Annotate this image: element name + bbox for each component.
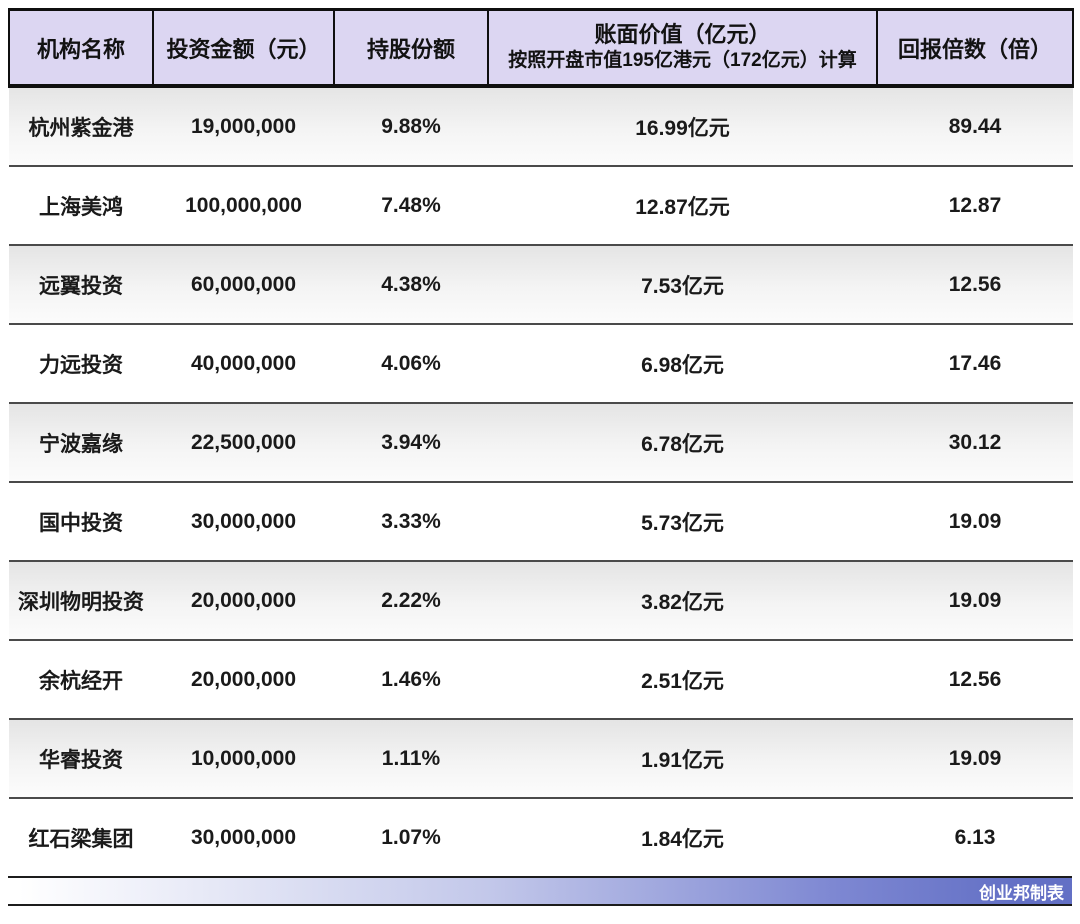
cell-share: 4.06% [334, 324, 488, 404]
header-row: 机构名称 投资金额（元） 持股份额 账面价值（亿元） 按照开盘市值195亿港元（… [8, 8, 1074, 88]
table-row: 国中投资 30,000,000 3.33% 5.73亿元 19.09 [9, 482, 1073, 562]
table-row: 深圳物明投资 20,000,000 2.22% 3.82亿元 19.09 [9, 561, 1073, 641]
cell-share: 1.46% [334, 640, 488, 720]
cell-institution: 国中投资 [9, 482, 153, 562]
cell-share: 1.11% [334, 719, 488, 799]
cell-return-multiple: 19.09 [877, 561, 1073, 641]
cell-investment: 100,000,000 [153, 166, 334, 246]
cell-return-multiple: 89.44 [877, 86, 1073, 167]
cell-share: 3.94% [334, 403, 488, 483]
table-row: 宁波嘉缘 22,500,000 3.94% 6.78亿元 30.12 [9, 403, 1073, 483]
cell-investment: 30,000,000 [190, 825, 297, 849]
cell-return-multiple: 17.46 [877, 324, 1073, 404]
table-row: 上海美鸿 100,000,000 7.48% 12.87亿元 12.87 [9, 166, 1073, 246]
table-row: 余杭经开 20,000,000 1.46% 2.51亿元 12.56 [9, 640, 1073, 720]
col-header-book-value: 账面价值（亿元） 按照开盘市值195亿港元（172亿元）计算 [487, 8, 877, 88]
cell-institution: 余杭经开 [9, 640, 153, 720]
cell-return-multiple: 19.09 [877, 482, 1073, 562]
cell-book-value: 16.99亿元 [488, 86, 877, 167]
table-body: 杭州紫金港 19,000,000 9.88% 16.99亿元 89.44 上海美… [9, 86, 1073, 876]
cell-investment: 22,500,000 [153, 403, 334, 483]
cell-investment: 60,000,000 [153, 245, 334, 325]
cell-institution: 红石梁集团 [28, 827, 134, 851]
cell-return-multiple: 12.87 [877, 166, 1073, 246]
table-row: 杭州紫金港 19,000,000 9.88% 16.99亿元 89.44 [9, 86, 1073, 167]
cell-institution: 华睿投资 [9, 719, 153, 799]
table-row: 华睿投资 10,000,000 1.11% 1.91亿元 19.09 [9, 719, 1073, 799]
cell-institution: 上海美鸿 [9, 166, 153, 246]
col-header-book-value-subtitle: 按照开盘市值195亿港元（172亿元）计算 [508, 50, 857, 72]
cell-book-value: 6.98亿元 [488, 324, 877, 404]
cell-investment: 30,000,000 [153, 482, 334, 562]
cell-share: 4.38% [334, 245, 488, 325]
table-row: 远翼投资 60,000,000 4.38% 7.53亿元 12.56 [9, 245, 1073, 325]
cell-return-multiple: 6.13 [954, 825, 996, 849]
cell-return-multiple: 12.56 [877, 640, 1073, 720]
cell-share: 7.48% [334, 166, 488, 246]
col-header-return-multiple: 回报倍数（倍） [876, 8, 1074, 88]
cell-institution: 杭州紫金港 [9, 86, 153, 167]
cell-share: 3.33% [334, 482, 488, 562]
cell-investment: 19,000,000 [153, 86, 334, 167]
cell-return-multiple: 19.09 [877, 719, 1073, 799]
table-header: 机构名称 投资金额（元） 持股份额 账面价值（亿元） 按照开盘市值195亿港元（… [8, 8, 1074, 88]
cell-share: 9.88% [334, 86, 488, 167]
cell-institution: 深圳物明投资 [9, 561, 153, 641]
col-header-book-value-title: 账面价值（亿元） [594, 21, 771, 47]
cell-book-value: 6.78亿元 [488, 403, 877, 483]
cell-investment: 20,000,000 [153, 561, 334, 641]
cell-book-value: 3.82亿元 [488, 561, 877, 641]
cell-book-value: 2.51亿元 [488, 640, 877, 720]
col-header-institution: 机构名称 [8, 8, 153, 88]
cell-book-value: 1.84亿元 [641, 827, 724, 851]
cell-book-value: 1.91亿元 [488, 719, 877, 799]
cell-share: 2.22% [334, 561, 488, 641]
cell-investment: 40,000,000 [153, 324, 334, 404]
table-row: 力远投资 40,000,000 4.06% 6.98亿元 17.46 [9, 324, 1073, 404]
cell-book-value: 12.87亿元 [488, 166, 877, 246]
credit-label: 创业邦制表 [979, 883, 1064, 903]
cell-institution: 宁波嘉缘 [9, 403, 153, 483]
cell-share: 1.07% [381, 825, 441, 849]
cell-institution: 力远投资 [9, 324, 153, 404]
footer-bar: 创业邦制表 [8, 876, 1072, 906]
cell-investment: 10,000,000 [153, 719, 334, 799]
investment-table: 机构名称 投资金额（元） 持股份额 账面价值（亿元） 按照开盘市值195亿港元（… [8, 8, 1074, 876]
cell-return-multiple: 30.12 [877, 403, 1073, 483]
col-header-share: 持股份额 [333, 8, 488, 88]
cell-return-multiple: 12.56 [877, 245, 1073, 325]
cell-book-value: 5.73亿元 [488, 482, 877, 562]
col-header-investment: 投资金额（元） [152, 8, 334, 88]
cell-institution: 远翼投资 [9, 245, 153, 325]
cell-investment: 20,000,000 [153, 640, 334, 720]
table-row: 红石梁集团 30,000,000 1.07% 1.84亿元 6.13 [9, 798, 1073, 876]
cell-book-value: 7.53亿元 [488, 245, 877, 325]
